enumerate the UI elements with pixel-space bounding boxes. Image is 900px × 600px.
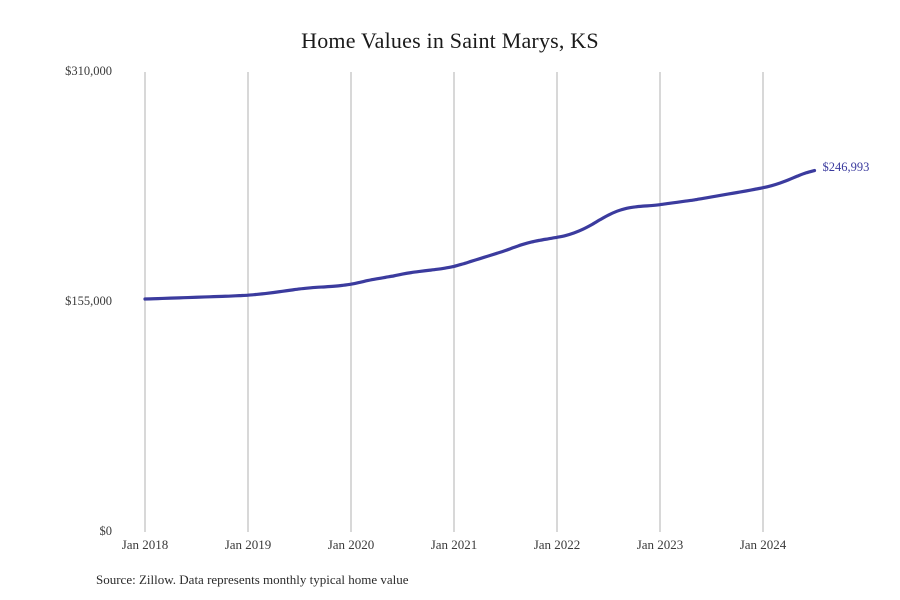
y-axis-tick-mid: $155,000 <box>65 294 112 308</box>
endpoint-value-label: $246,993 <box>822 159 870 174</box>
chart-title: Home Values in Saint Marys, KS <box>301 28 599 53</box>
x-axis-tick-jan-2024: Jan 2024 <box>739 537 787 552</box>
x-axis-tick-jan-2023: Jan 2023 <box>636 537 684 552</box>
gridlines-group <box>144 72 764 532</box>
x-axis-tick-jan-2019: Jan 2019 <box>224 537 272 552</box>
x-axis-tick-jan-2021: Jan 2021 <box>430 537 478 552</box>
home-value-line <box>143 168 817 301</box>
source-note: Source: Zillow. Data represents monthly … <box>96 572 409 587</box>
y-axis-tick-bottom: $0 <box>99 524 113 538</box>
x-axis-tick-jan-2022: Jan 2022 <box>533 537 581 552</box>
x-axis-tick-jan-2020: Jan 2020 <box>327 537 375 552</box>
x-axis-tick-jan-2018: Jan 2018 <box>121 537 169 552</box>
y-axis-tick-top: $310,000 <box>65 64 112 78</box>
